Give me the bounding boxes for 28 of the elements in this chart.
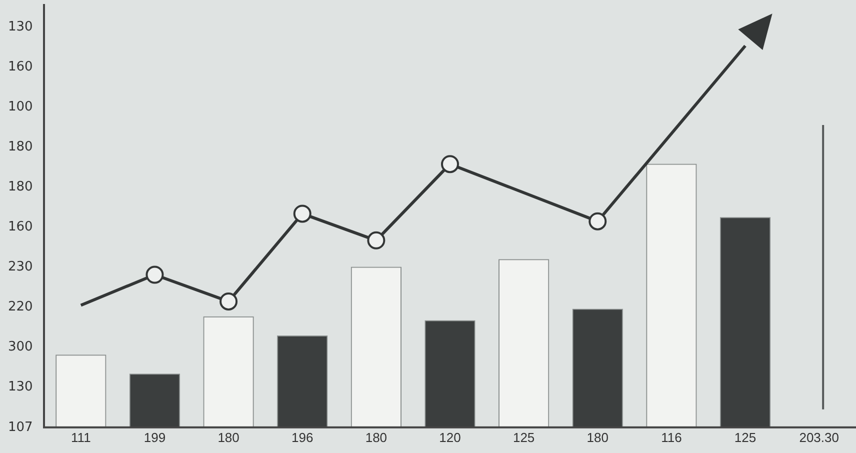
text: 130	[8, 19, 33, 34]
x-tick-label: 125	[512, 430, 535, 445]
x-tick-label: 120	[439, 430, 461, 445]
x-tick-label: 180	[218, 430, 240, 445]
text: 300	[8, 340, 33, 355]
text: 107	[8, 420, 33, 435]
point	[588, 212, 607, 230]
text: 160	[8, 220, 33, 235]
x-tick-label: 116	[661, 430, 682, 445]
text: 230	[8, 260, 33, 275]
point	[146, 266, 164, 284]
x-tick-label: 111	[71, 430, 91, 445]
x-tick-label: 180	[586, 430, 608, 445]
x-tick-label: 180	[365, 430, 388, 445]
text: 180	[8, 180, 33, 195]
x-tick-label: 196	[292, 430, 314, 445]
point	[293, 204, 312, 223]
x-tick-label: 125	[734, 430, 756, 445]
x-tick-label: 203.30	[799, 430, 839, 445]
text: 160	[8, 59, 33, 74]
text: 180	[8, 139, 33, 154]
point	[441, 155, 459, 174]
x-tick-label: 199	[144, 430, 166, 445]
text: 130	[8, 380, 33, 395]
text: 100	[8, 99, 33, 114]
text: 220	[8, 300, 33, 315]
point	[367, 231, 386, 250]
point	[220, 292, 238, 310]
